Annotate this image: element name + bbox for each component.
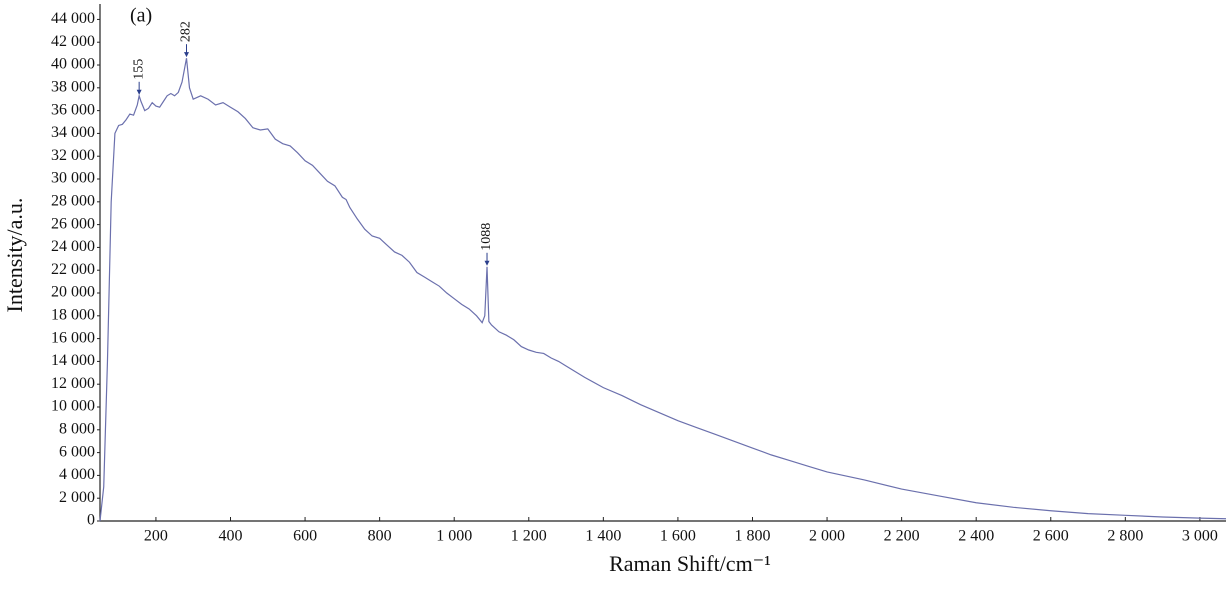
y-tick-label: 10 000 [51,398,95,415]
x-tick-label: 1 400 [585,528,621,545]
x-tick-label: 2 600 [1033,528,1069,545]
y-tick-label: 24 000 [51,238,95,255]
x-axis-label: Raman Shift/cm⁻¹ [609,551,771,576]
peak-label: 282 [179,21,194,42]
y-tick-label: 30 000 [51,170,95,187]
x-tick-label: 600 [293,528,317,545]
x-tick-label: 1 200 [511,528,547,545]
spectrum-line [99,58,1226,522]
y-tick-label: 20 000 [51,284,95,301]
x-tick-label: 2 800 [1107,528,1143,545]
y-tick-label: 16 000 [51,329,95,346]
x-tick-label: 3 000 [1182,528,1218,545]
y-tick-label: 6 000 [59,443,95,460]
x-tick-label: 1 000 [436,528,472,545]
y-tick-label: 36 000 [51,101,95,118]
peak-label: 155 [131,59,146,80]
x-tick-label: 1 800 [734,528,770,545]
y-tick-label: 8 000 [59,420,95,437]
y-tick-label: 26 000 [51,215,95,232]
y-tick-label: 0 [87,512,95,529]
y-tick-label: 12 000 [51,375,95,392]
x-tick-label: 1 600 [660,528,696,545]
y-tick-label: 28 000 [51,192,95,209]
panel-label: (a) [130,5,152,27]
y-tick-label: 18 000 [51,306,95,323]
y-tick-label: 40 000 [51,56,95,73]
x-tick-label: 800 [368,528,392,545]
x-tick-label: 400 [218,528,242,545]
annotation-arrowhead [136,89,142,95]
y-tick-label: 34 000 [51,124,95,141]
y-tick-label: 42 000 [51,33,95,50]
y-tick-label: 14 000 [51,352,95,369]
y-tick-label: 2 000 [59,489,95,506]
annotation-arrowhead [184,52,190,58]
annotation-arrowhead [484,260,490,266]
y-tick-label: 32 000 [51,147,95,164]
y-tick-label: 44 000 [51,10,95,27]
y-tick-label: 4 000 [59,466,95,483]
y-tick-label: 38 000 [51,78,95,95]
x-tick-label: 2 200 [884,528,920,545]
x-tick-label: 2 400 [958,528,994,545]
y-axis-label: Intensity/a.u. [2,198,27,313]
y-tick-label: 22 000 [51,261,95,278]
x-tick-label: 2 000 [809,528,845,545]
x-tick-label: 200 [144,528,168,545]
peak-label: 1088 [479,223,494,251]
